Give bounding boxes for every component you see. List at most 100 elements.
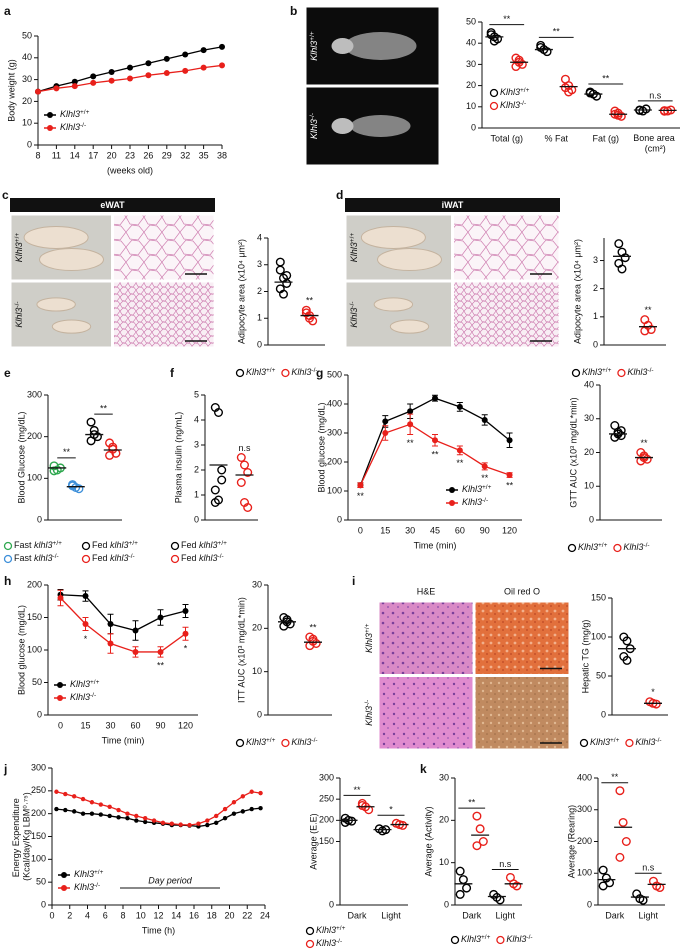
- significance: **: [611, 772, 619, 782]
- y-axis-label: Blood glucose (mg/dL): [316, 402, 326, 492]
- point: [107, 621, 114, 627]
- y-tick-label: 2: [194, 464, 199, 474]
- legend-label: Klhl3-/-: [462, 497, 488, 508]
- x-tick-label: 45: [430, 525, 440, 535]
- point: [219, 43, 225, 50]
- point: [622, 655, 632, 665]
- point: [598, 881, 608, 891]
- x-tick-label: 38: [217, 150, 227, 160]
- y-tick-label: 40: [22, 52, 32, 62]
- legend-marker: [571, 368, 581, 378]
- point: [116, 807, 121, 813]
- legend-label: Klhl3-/-: [291, 737, 317, 748]
- fat-pad: [51, 319, 92, 334]
- significance: n.s: [499, 859, 512, 869]
- y-axis-label: Adipocyte area (x10⁴ μm²): [572, 239, 582, 344]
- y-tick-label: 20: [466, 80, 476, 90]
- significance: **: [407, 438, 415, 448]
- point: [222, 806, 228, 812]
- legend-marker: [613, 543, 622, 553]
- mouse-head: [331, 38, 354, 54]
- point: [134, 813, 139, 819]
- point: [279, 289, 289, 299]
- x-tick-label: 90: [155, 720, 165, 730]
- point: [231, 811, 237, 816]
- point: [382, 418, 389, 425]
- x-tick-label: 30: [405, 525, 415, 535]
- x-tick-label: 0: [58, 720, 63, 730]
- panel-label: k: [420, 762, 427, 776]
- significance: *: [84, 634, 88, 644]
- y-tick-label: 30: [439, 772, 449, 782]
- y-tick-label: 100: [27, 473, 42, 483]
- y-tick-label: 0: [257, 339, 262, 349]
- legend-marker: [625, 738, 634, 748]
- legend-marker: [305, 939, 315, 949]
- point: [472, 811, 482, 821]
- y-tick-label: 300: [577, 804, 592, 814]
- point: [506, 472, 513, 479]
- y-tick-label: 50: [466, 16, 476, 26]
- legend-label: Klhl3-/-: [316, 938, 342, 949]
- significance: *: [184, 644, 188, 654]
- legend-marker: [449, 500, 455, 506]
- legend-marker: [579, 738, 589, 748]
- x-tick-label: 14: [171, 910, 181, 920]
- significance: **: [506, 481, 514, 491]
- y-tick-label: 100: [31, 854, 46, 864]
- image: [378, 676, 474, 750]
- x-tick-label: 15: [380, 525, 390, 535]
- point: [160, 820, 166, 825]
- point: [196, 821, 201, 826]
- point: [213, 813, 219, 819]
- point: [357, 482, 364, 489]
- y-axis-label: Energy Expenditure (Kcal/day/Kg LBM⁰·⁷⁵): [11, 792, 31, 881]
- y-tick-label: 300: [327, 427, 342, 437]
- significance: **: [481, 473, 489, 483]
- point: [514, 55, 524, 65]
- point: [68, 481, 78, 491]
- point: [108, 77, 115, 84]
- y-tick-label: 20: [439, 815, 449, 825]
- point: [108, 68, 115, 75]
- point: [407, 421, 414, 428]
- y-tick-label: 0: [37, 709, 42, 719]
- row-label: Klhl3-/-: [14, 301, 25, 327]
- y-tick-label: 50: [22, 30, 32, 40]
- point: [127, 64, 133, 71]
- row-label: Klhl3+/+: [364, 623, 375, 653]
- point: [49, 466, 59, 476]
- legend-marker: [305, 926, 315, 936]
- point: [222, 816, 228, 821]
- y-tick-label: 20: [22, 96, 32, 106]
- point: [35, 88, 41, 95]
- legend-label: Fed klhl3-/-: [181, 553, 224, 564]
- point: [82, 621, 89, 627]
- image: [10, 281, 112, 348]
- point: [481, 463, 488, 470]
- point: [456, 447, 463, 454]
- point: [651, 699, 661, 709]
- point: [340, 817, 350, 827]
- image: [113, 281, 215, 348]
- mouse-head: [331, 118, 354, 134]
- panel-label: a: [4, 4, 11, 18]
- image: [474, 676, 570, 750]
- panel-label: c: [2, 188, 9, 202]
- point: [236, 478, 246, 488]
- fat-pad: [373, 297, 414, 312]
- point: [134, 818, 139, 823]
- y-tick-label: 400: [577, 772, 592, 782]
- x-tick-label: 6: [103, 910, 108, 920]
- image: [453, 281, 560, 348]
- legend-label: Klhl3+/+: [246, 737, 276, 748]
- image-title: iWAT: [442, 200, 464, 210]
- point: [617, 264, 627, 274]
- significance: **: [353, 785, 361, 795]
- point: [512, 881, 522, 891]
- point: [347, 816, 357, 826]
- y-tick-label: 0: [593, 339, 598, 349]
- x-tick-label: Light: [381, 910, 401, 920]
- significance: **: [640, 438, 648, 448]
- point: [132, 648, 139, 655]
